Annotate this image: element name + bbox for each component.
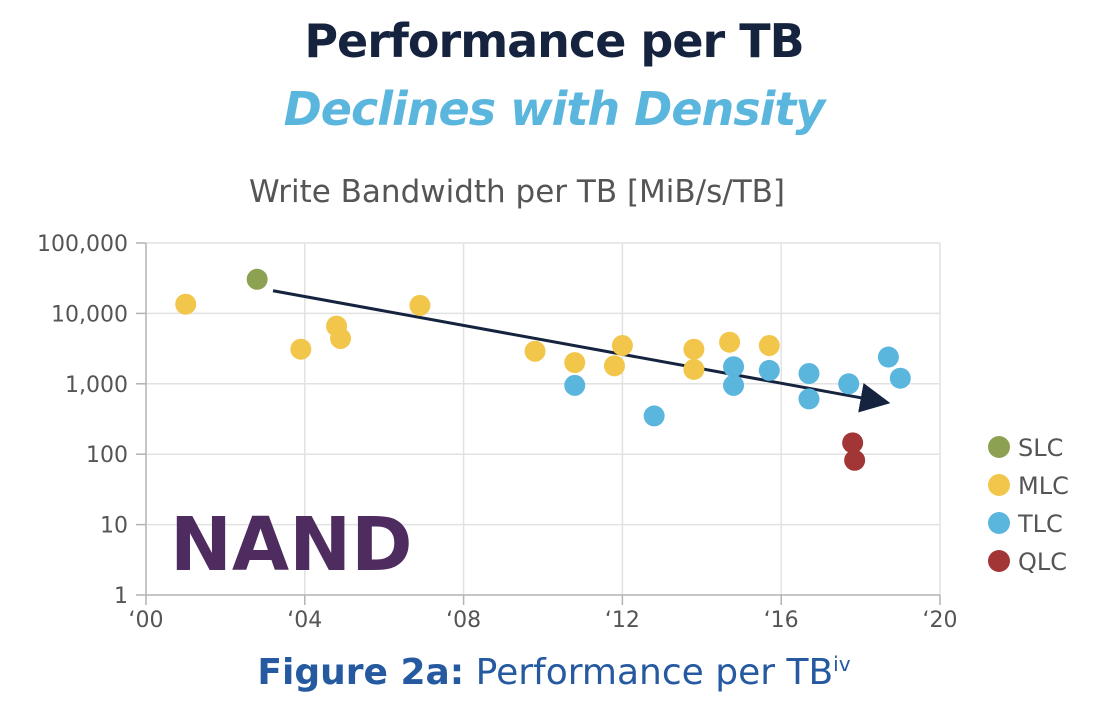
data-point-tlc [889,367,911,389]
grid [146,242,941,595]
y-tick-label: 100,000 [37,232,128,257]
data-point-tlc [564,374,586,396]
data-point-mlc [330,328,352,350]
data-point-mlc [758,334,780,356]
y-tick-label: 100 [86,443,128,468]
page-title: Performance per TB [304,14,804,68]
legend: SLC MLC TLC QLC [988,434,1069,576]
nand-annotation: NAND [170,502,413,588]
data-point-tlc [838,373,860,395]
caption-text: Performance per TB [464,652,834,693]
y-tick-label: 10,000 [51,302,128,327]
trend-arrow [272,289,891,413]
page-subtitle: Declines with Density [283,82,826,136]
x-tick-label: ‘12 [605,608,640,633]
axes: 1 10 100 1,000 10,000 100,000 ‘00 ‘04 ‘08 ‘12 ‘16 ‘… [37,232,957,633]
data-point-tlc [723,374,745,396]
data-point-mlc [409,294,431,316]
data-point-mlc [564,352,586,374]
y-tick-label: 1 [114,584,128,609]
data-point-mlc [719,331,741,353]
legend-label-mlc: MLC [1018,472,1069,500]
chart-title: Write Bandwidth per TB [MiB/s/TB] [248,174,786,210]
data-point-mlc [175,293,197,315]
data-point-tlc [798,388,820,410]
data-point-tlc [877,346,899,368]
legend-marker-slc [988,436,1010,458]
x-tick-label: ‘08 [446,608,481,633]
x-tick-label: ‘00 [129,608,164,633]
data-point-qlc [844,449,866,471]
data-point-tlc [723,356,745,378]
x-tick-label: ‘16 [764,608,799,633]
figure-caption: Figure 2a: Performance per TBiv [0,652,1108,693]
data-point-mlc [524,340,546,362]
caption-label: Figure 2a: [257,652,465,693]
y-tick-label: 10 [100,514,128,539]
x-tick-label: ‘20 [923,608,958,633]
legend-label-qlc: QLC [1018,548,1067,576]
legend-marker-qlc [988,550,1010,572]
data-point-tlc [643,405,665,427]
x-tick-label: ‘04 [287,608,322,633]
legend-label-slc: SLC [1018,434,1063,462]
caption-superscript: iv [833,652,851,676]
data-point-tlc [758,359,780,381]
data-point-mlc [683,358,705,380]
y-tick-label: 1,000 [65,373,128,398]
legend-label-tlc: TLC [1017,510,1063,538]
data-points [175,268,911,471]
data-point-qlc [842,432,864,454]
data-point-mlc [290,338,312,360]
data-point-tlc [798,363,820,385]
data-point-mlc [603,355,625,377]
data-point-slc [246,268,268,290]
data-point-mlc [683,338,705,360]
data-point-mlc [611,334,633,356]
legend-marker-tlc [988,512,1010,534]
legend-marker-mlc [988,474,1010,496]
